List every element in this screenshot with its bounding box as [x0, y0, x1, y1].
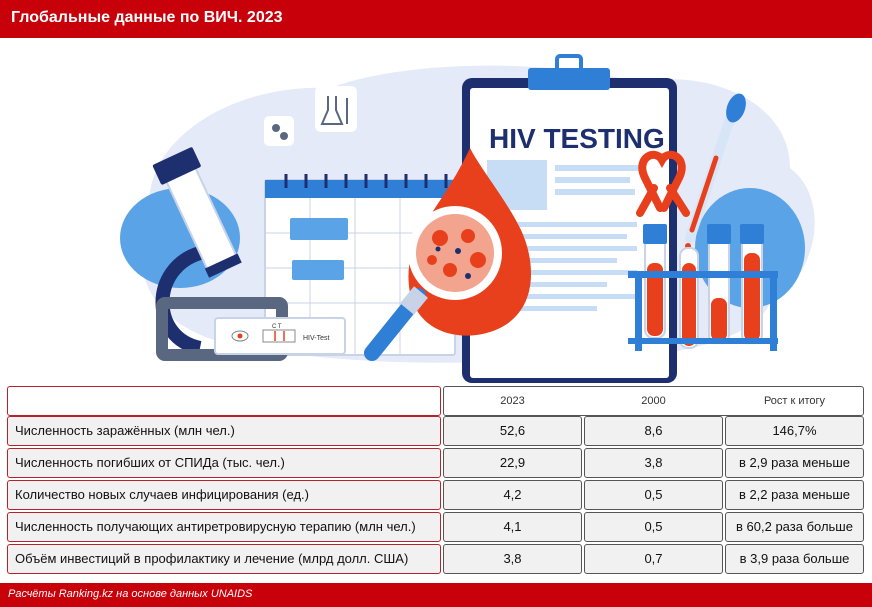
- hiv-testing-illustration: C T HIV-Test HIV TESTING: [0, 38, 872, 383]
- source-note: Расчёты Ranking.kz на основе данных UNAI…: [8, 588, 253, 600]
- value-2023: 4,1: [443, 512, 582, 542]
- table-row: Численность заражённых (млн чел.) 52,6 8…: [7, 416, 865, 446]
- flask-icon: [315, 86, 357, 132]
- column-header-growth: Рост к итогу: [763, 395, 826, 407]
- value-2000: 0,5: [584, 512, 723, 542]
- growth-value: в 3,9 раза больше: [725, 544, 864, 574]
- magnifier-icon: [364, 206, 502, 361]
- column-header-2023: 2023: [500, 395, 525, 407]
- test-marks: C T: [272, 324, 282, 330]
- growth-value: в 2,9 раза меньше: [725, 448, 864, 478]
- value-2000: 0,7: [584, 544, 723, 574]
- value-2023: 3,8: [443, 544, 582, 574]
- table-row: Объём инвестиций в профилактику и лечени…: [7, 544, 865, 574]
- dropper-icon: [685, 93, 746, 249]
- table-header-row: [443, 386, 864, 416]
- table-row: Численность погибших от СПИДа (тыс. чел.…: [7, 448, 865, 478]
- table-row: Численность получающих антиретровирусную…: [7, 512, 865, 542]
- value-2023: 4,2: [443, 480, 582, 510]
- header-bar: Глобальные данные по ВИЧ. 2023: [0, 0, 872, 38]
- table-header-blank: [7, 386, 441, 416]
- row-label: Объём инвестиций в профилактику и лечени…: [7, 544, 441, 574]
- value-2000: 0,5: [584, 480, 723, 510]
- hiv-test-strip: C T HIV-Test: [214, 317, 346, 355]
- row-label: Количество новых случаев инфицирования (…: [7, 480, 441, 510]
- board-title: HIV TESTING: [489, 123, 665, 154]
- test-tubes-rack: [628, 224, 778, 351]
- table-row: Количество новых случаев инфицирования (…: [7, 480, 865, 510]
- column-header-2000: 2000: [641, 395, 666, 407]
- row-label: Численность получающих антиретровирусную…: [7, 512, 441, 542]
- hiv-data-table: 2023 2000 Рост к итогу Численность зараж…: [7, 386, 865, 576]
- pills-icon: [264, 116, 294, 146]
- value-2023: 52,6: [443, 416, 582, 446]
- row-label: Численность заражённых (млн чел.): [7, 416, 441, 446]
- growth-value: в 60,2 раза больше: [725, 512, 864, 542]
- growth-value: 146,7%: [725, 416, 864, 446]
- footer-bar: Расчёты Ranking.kz на основе данных UNAI…: [0, 583, 872, 607]
- row-label: Численность погибших от СПИДа (тыс. чел.…: [7, 448, 441, 478]
- awareness-ribbon-icon: [636, 150, 690, 217]
- growth-value: в 2,2 раза меньше: [725, 480, 864, 510]
- test-strip-label: HIV-Test: [303, 335, 330, 342]
- page-title: Глобальные данные по ВИЧ. 2023: [11, 9, 283, 26]
- value-2000: 8,6: [584, 416, 723, 446]
- value-2023: 22,9: [443, 448, 582, 478]
- value-2000: 3,8: [584, 448, 723, 478]
